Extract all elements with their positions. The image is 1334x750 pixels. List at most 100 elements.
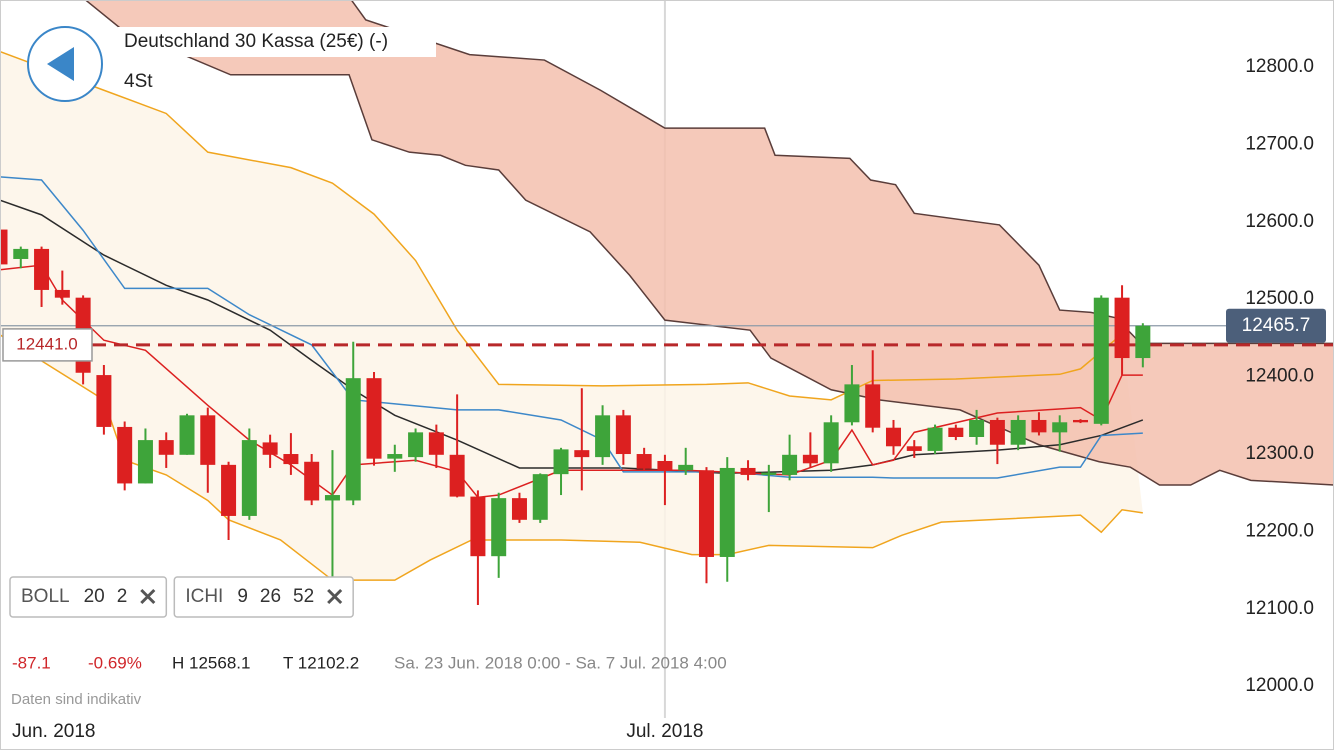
- candle-body: [96, 375, 112, 427]
- low: T 12102.2: [283, 653, 359, 672]
- plot-area: [0, 0, 1334, 718]
- last-price-label: 12465.7: [1242, 315, 1311, 336]
- candle-body: [678, 464, 694, 471]
- candle-body: [408, 432, 424, 458]
- change: -87.1: [12, 653, 51, 672]
- timeframe: 4St: [124, 71, 153, 92]
- marker-price-box: [2, 328, 93, 362]
- candle-body: [345, 378, 361, 501]
- disclaimer: Daten sind indikativ: [11, 691, 142, 708]
- x-tick-label: Jul. 2018: [626, 721, 703, 742]
- candle-body: [553, 449, 569, 475]
- x-tick-bg: [8, 719, 100, 745]
- marker-price-label: 12441.0: [16, 334, 77, 353]
- candle-body: [1031, 419, 1047, 433]
- candle-body: [200, 415, 216, 465]
- cloud-fill: [85, 0, 1334, 485]
- overlay-ui: Deutschland 30 Kassa (25€) (-) 4St -87.1…: [2, 26, 1326, 745]
- chip-box[interactable]: [9, 576, 168, 618]
- candle-body: [1114, 297, 1130, 359]
- y-tick-label: 12100.0: [1245, 598, 1314, 619]
- title-bg: [118, 27, 436, 57]
- change-pct: -0.69%: [88, 653, 142, 672]
- candle-body: [1052, 422, 1068, 433]
- candle-body: [927, 427, 943, 451]
- candle-body: [366, 378, 382, 459]
- candle-body: [719, 467, 735, 557]
- candle-body: [1010, 419, 1026, 445]
- bollinger-line: [0, 50, 1123, 401]
- y-tick-label: 12600.0: [1245, 211, 1314, 232]
- candle-body: [823, 422, 839, 464]
- candle-body: [304, 461, 320, 501]
- candle-body: [698, 470, 714, 557]
- candle-body: [1135, 325, 1151, 359]
- chip-close[interactable]: [327, 588, 343, 605]
- y-tick-label: 12500.0: [1245, 288, 1314, 309]
- candle-body: [491, 498, 507, 557]
- candle-body: [782, 454, 798, 475]
- candle-body: [511, 498, 527, 520]
- candle-body: [221, 464, 237, 516]
- y-tick-label: 12300.0: [1245, 443, 1314, 464]
- candle-body: [387, 454, 403, 459]
- x-tick-label: Jun. 2018: [12, 721, 95, 742]
- x-tick-bg: [622, 719, 708, 745]
- cloud-line: [84, 0, 1334, 486]
- chip-param: 26: [260, 586, 281, 607]
- candle-body: [158, 440, 174, 455]
- candle-body: [636, 454, 652, 469]
- chip-name: ICHI: [185, 586, 223, 607]
- candle-body: [54, 289, 70, 298]
- candle-body: [13, 248, 29, 259]
- candle-body: [574, 450, 590, 458]
- candle-body: [117, 426, 133, 484]
- candle-body: [885, 427, 901, 447]
- bollinger-line: [0, 334, 1143, 581]
- candle-body: [969, 419, 985, 437]
- candle-body: [428, 432, 444, 455]
- candle-body: [865, 384, 881, 428]
- chart-title: Deutschland 30 Kassa (25€) (-): [124, 31, 388, 52]
- back-icon: [47, 47, 74, 81]
- y-tick-label: 12000.0: [1245, 675, 1314, 696]
- candle-body: [802, 454, 818, 464]
- indicator-chip[interactable]: BOLL 20 2: [9, 576, 168, 618]
- cloud-line: [348, 0, 1334, 345]
- candle-body: [262, 442, 278, 455]
- candle-body: [241, 440, 257, 516]
- last-price-box: [1226, 308, 1326, 343]
- candle-body: [470, 496, 486, 557]
- chip-name: BOLL: [21, 586, 70, 607]
- bollinger-fill: [0, 51, 1143, 581]
- chip-param: 20: [84, 586, 105, 607]
- candle-body: [989, 419, 1005, 445]
- candle-body: [1072, 419, 1088, 423]
- chip-close[interactable]: [140, 588, 156, 605]
- y-tick-label: 12200.0: [1245, 520, 1314, 541]
- y-tick-label: 12400.0: [1245, 366, 1314, 387]
- y-tick-label: 12700.0: [1245, 133, 1314, 154]
- chip-param: 2: [117, 586, 128, 607]
- candle-body: [740, 467, 756, 475]
- chip-box[interactable]: [173, 576, 354, 618]
- candle-body: [324, 495, 340, 501]
- candle-body: [1093, 297, 1109, 424]
- candle-body: [532, 474, 548, 520]
- candle-body: [449, 454, 465, 497]
- high: H 12568.1: [172, 653, 250, 672]
- candle-body: [137, 440, 153, 484]
- chip-param: 9: [237, 586, 248, 607]
- candle-body: [595, 415, 611, 458]
- indicator-chip[interactable]: ICHI 9 26 52: [173, 576, 354, 618]
- y-tick-label: 12800.0: [1245, 56, 1314, 77]
- candle-body: [906, 446, 922, 451]
- candle-body: [0, 229, 8, 265]
- candle-body: [761, 472, 777, 475]
- candle-body: [179, 415, 195, 455]
- candle-body: [283, 454, 299, 465]
- candle-body: [34, 248, 50, 290]
- range: Sa. 23 Jun. 2018 0:00 - Sa. 7 Jul. 2018 …: [394, 653, 727, 672]
- candle-body: [844, 384, 860, 423]
